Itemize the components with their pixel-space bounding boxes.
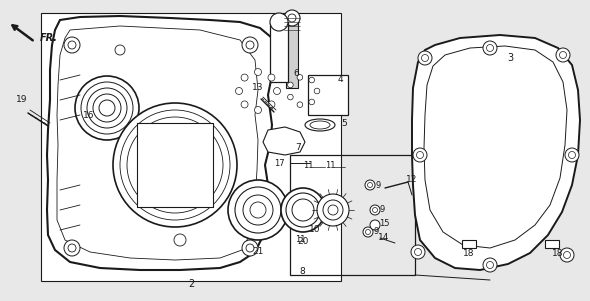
Circle shape	[413, 148, 427, 162]
Circle shape	[363, 227, 373, 237]
Bar	[462, 240, 476, 248]
Circle shape	[235, 88, 242, 95]
Bar	[137, 123, 213, 207]
Circle shape	[314, 88, 320, 94]
Circle shape	[565, 148, 579, 162]
Text: 3: 3	[507, 53, 513, 63]
Circle shape	[483, 258, 497, 272]
Circle shape	[254, 69, 261, 76]
Circle shape	[284, 10, 300, 26]
Circle shape	[418, 51, 432, 65]
Circle shape	[556, 48, 570, 62]
Bar	[545, 240, 559, 248]
Circle shape	[309, 77, 314, 83]
Polygon shape	[47, 16, 275, 270]
Circle shape	[365, 180, 375, 190]
Circle shape	[254, 107, 261, 113]
Polygon shape	[412, 35, 580, 270]
Ellipse shape	[305, 119, 335, 131]
Circle shape	[370, 220, 380, 230]
Text: 21: 21	[253, 247, 264, 256]
Bar	[270, 22, 288, 82]
Text: 6: 6	[293, 69, 299, 77]
Circle shape	[297, 102, 303, 107]
Text: 8: 8	[299, 266, 305, 275]
Text: 13: 13	[253, 83, 264, 92]
Circle shape	[241, 101, 248, 108]
Circle shape	[228, 180, 288, 240]
Circle shape	[309, 99, 314, 105]
Circle shape	[242, 37, 258, 53]
Circle shape	[241, 74, 248, 81]
Polygon shape	[263, 127, 305, 155]
Circle shape	[270, 13, 288, 31]
Text: 19: 19	[17, 95, 28, 104]
Text: 11: 11	[303, 160, 313, 169]
Circle shape	[483, 41, 497, 55]
Bar	[308, 75, 348, 115]
Text: 2: 2	[188, 279, 194, 289]
Circle shape	[268, 101, 275, 108]
Text: 14: 14	[378, 234, 389, 243]
Text: 9: 9	[375, 181, 380, 190]
Circle shape	[287, 82, 293, 88]
Text: 11: 11	[324, 160, 335, 169]
Text: 20: 20	[297, 237, 309, 247]
Circle shape	[560, 248, 574, 262]
Circle shape	[411, 245, 425, 259]
Circle shape	[274, 88, 280, 95]
Circle shape	[297, 75, 303, 80]
Text: 9: 9	[373, 228, 378, 237]
Circle shape	[75, 76, 139, 140]
Text: 17: 17	[274, 159, 285, 167]
Text: 12: 12	[407, 175, 418, 185]
Bar	[41, 13, 341, 281]
Bar	[290, 155, 415, 275]
Text: 16: 16	[83, 111, 95, 120]
Circle shape	[281, 188, 325, 232]
Text: 9: 9	[380, 206, 385, 215]
Circle shape	[113, 103, 237, 227]
Text: 18: 18	[552, 249, 564, 257]
Text: FR.: FR.	[40, 33, 58, 43]
Text: 11: 11	[295, 235, 305, 244]
Circle shape	[64, 37, 80, 53]
Circle shape	[370, 205, 380, 215]
Bar	[286, 18, 298, 88]
Circle shape	[287, 94, 293, 100]
Text: 18: 18	[463, 249, 475, 257]
Circle shape	[317, 194, 349, 226]
Text: 4: 4	[337, 76, 343, 85]
Circle shape	[242, 240, 258, 256]
Text: 7: 7	[295, 142, 301, 151]
Text: 5: 5	[341, 119, 347, 129]
Text: 10: 10	[309, 225, 321, 234]
Circle shape	[64, 240, 80, 256]
Text: 15: 15	[379, 219, 389, 228]
Circle shape	[268, 74, 275, 81]
